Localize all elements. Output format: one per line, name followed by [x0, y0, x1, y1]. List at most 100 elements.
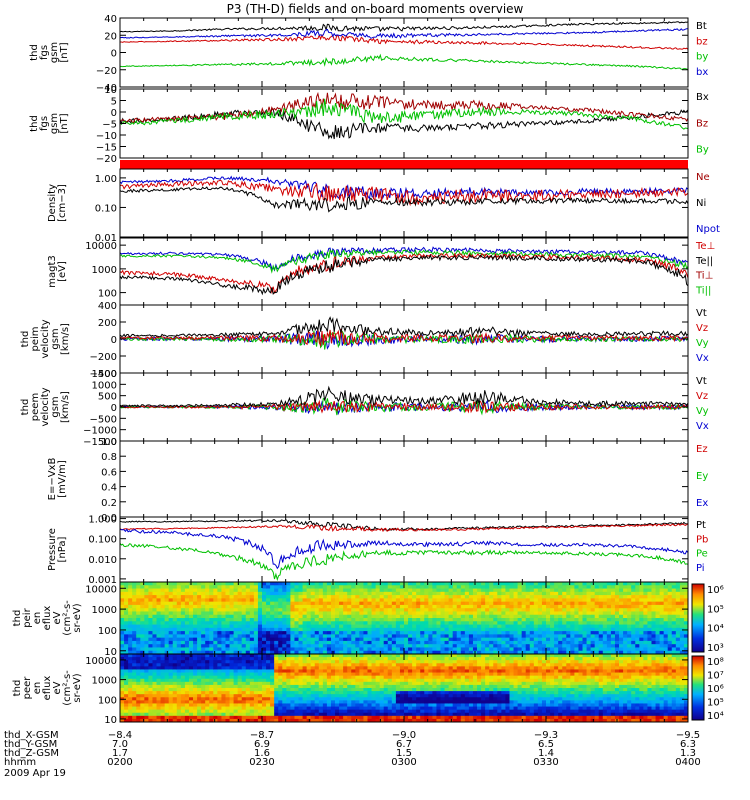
- panel-peir_spec-cell: [160, 582, 166, 586]
- panel-peir_spec-cell: [172, 598, 178, 603]
- panel-peer_spec-cell: [302, 657, 308, 661]
- panel-peir_spec-cell: [253, 621, 259, 625]
- panel-peir_spec-cell: [631, 631, 636, 635]
- panel-peir_spec-cell: [359, 598, 364, 603]
- panel-peer_spec-cell: [343, 663, 348, 667]
- panel-peer_spec-cell: [184, 669, 190, 673]
- panel-peir_spec-cell: [371, 618, 376, 622]
- panel-peer_spec-cell: [197, 715, 202, 720]
- panel-peir_spec-cell: [639, 618, 644, 622]
- panel-peir_spec-cell: [521, 585, 527, 589]
- panel-peir_spec-cell: [659, 591, 665, 596]
- panel-peir_spec-cell: [128, 627, 133, 632]
- panel-peer_spec-cell: [318, 684, 324, 689]
- panel-peir_spec-cell: [501, 618, 506, 622]
- panel-peir_spec-cell: [355, 582, 360, 586]
- panel-peir_spec-cell: [550, 618, 555, 622]
- panel-peir_spec-cell: [330, 634, 336, 639]
- panel-peir_spec-cell: [347, 614, 352, 619]
- panel-peir_spec-cell: [172, 591, 178, 596]
- panel-peir_spec-cell: [521, 582, 527, 586]
- panel-peir_spec-cell: [201, 634, 206, 639]
- panel-peir_spec-cell: [367, 608, 372, 612]
- panel-peir_spec-cell: [456, 588, 462, 593]
- panel-peir_spec-cell: [619, 650, 624, 655]
- panel-peer_spec-cell: [290, 697, 295, 701]
- panel-peer_spec-cell: [132, 660, 137, 664]
- panel-efield-legend-item: Ez: [696, 444, 708, 455]
- panel-peir_spec-cell: [460, 585, 466, 589]
- panel-peir_spec-cell: [671, 591, 677, 596]
- panel-peir_spec-cell: [217, 621, 222, 625]
- panel-peir_spec-cell: [383, 644, 389, 648]
- panel-peer_spec-cell: [140, 718, 145, 723]
- panel-pressure-legend-item: Pb: [696, 534, 708, 545]
- panel-peir_spec-cell: [448, 634, 454, 639]
- panel-peem_velocity-ylabel: velocity: [40, 387, 51, 426]
- panel-fgs_mag-ylabel: thd: [29, 44, 40, 61]
- panel-peir_spec-cell: [339, 627, 344, 632]
- panel-peer_spec-cell: [213, 715, 218, 720]
- panel-peer_spec-cell: [233, 688, 239, 692]
- panel-peir_spec-cell: [533, 591, 539, 596]
- panel-peir_spec-cell: [391, 627, 397, 632]
- panel-peir_spec-cell: [387, 618, 393, 622]
- panel-peer_spec-cell: [326, 694, 332, 698]
- panel-peer_spec-cell: [136, 688, 141, 692]
- panel-peir_spec-cell: [347, 650, 352, 655]
- panel-peir_spec-cell: [233, 640, 239, 645]
- panel-peir_spec-cell: [489, 637, 494, 642]
- panel-peer_spec-cell: [326, 660, 332, 664]
- panel-peir_spec-cell: [647, 644, 652, 648]
- panel-peir_spec-cell: [249, 582, 255, 586]
- panel-peir_spec-cell: [481, 582, 486, 586]
- panel-peir_spec-cell: [330, 627, 336, 632]
- panel-peer_spec-cell: [132, 672, 137, 677]
- panel-peir_spec-cell: [667, 585, 673, 589]
- panel-peir_spec-cell: [128, 631, 133, 635]
- panel-peer_spec-cell: [124, 706, 129, 711]
- panel-peir_spec-cell: [513, 598, 518, 603]
- panel-peir_spec-cell: [318, 650, 324, 655]
- panel-peer_spec-cell: [152, 715, 157, 720]
- panel-peir_spec-cell: [452, 637, 458, 642]
- panel-peer_spec-cell: [330, 712, 336, 717]
- panel-peir_spec-cell: [330, 637, 336, 642]
- panel-peir_spec-cell: [176, 631, 182, 635]
- panel-peir_spec-cell: [314, 644, 320, 648]
- panel-peer_spec-cell: [180, 703, 186, 707]
- panel-peer_spec-cell: [201, 691, 206, 695]
- panel-peir_spec-cell: [375, 621, 381, 625]
- panel-peer_spec-cell: [120, 675, 125, 680]
- panel-peer_spec-cell: [233, 657, 239, 661]
- panel-peir_spec-cell: [586, 644, 592, 648]
- panel-peir_spec-cell: [481, 608, 486, 612]
- panel-peir_spec-cell: [278, 608, 283, 612]
- panel-peir_spec-cell: [574, 624, 579, 629]
- panel-peir_spec-cell: [655, 591, 660, 596]
- panel-peir_spec-cell: [404, 595, 409, 599]
- panel-peir_spec-cell: [651, 598, 656, 603]
- panel-peir_spec-cell: [420, 627, 425, 632]
- panel-peir_spec-cell: [659, 582, 665, 586]
- panel-peir_spec-cell: [481, 650, 486, 655]
- panel-peir_spec-cell: [298, 598, 303, 603]
- panel-peir_spec-cell: [464, 618, 470, 622]
- panel-peir_spec-cell: [412, 614, 417, 619]
- panel-peir_spec-cell: [663, 637, 669, 642]
- panel-peir_spec-cell: [509, 611, 514, 616]
- panel-density-ytick-label: 1.00: [95, 174, 117, 185]
- panel-peir_spec-cell: [683, 611, 689, 616]
- panel-peer_spec-cell: [290, 669, 295, 673]
- panel-peer_spec-cell: [290, 712, 295, 717]
- panel-peir_spec-cell: [156, 644, 161, 648]
- panel-peir_spec-cell: [294, 627, 299, 632]
- panel-peir_spec-cell: [172, 604, 178, 609]
- panel-peer_spec-cell: [128, 666, 133, 670]
- panel-peer_spec-cell: [188, 672, 194, 677]
- panel-peir_spec-cell: [237, 650, 243, 655]
- panel-peir_spec-cell: [424, 637, 429, 642]
- panel-peir_spec-cell: [489, 640, 494, 645]
- panel-peir_spec-cell: [399, 601, 405, 606]
- panel-peir_spec-cell: [379, 611, 385, 616]
